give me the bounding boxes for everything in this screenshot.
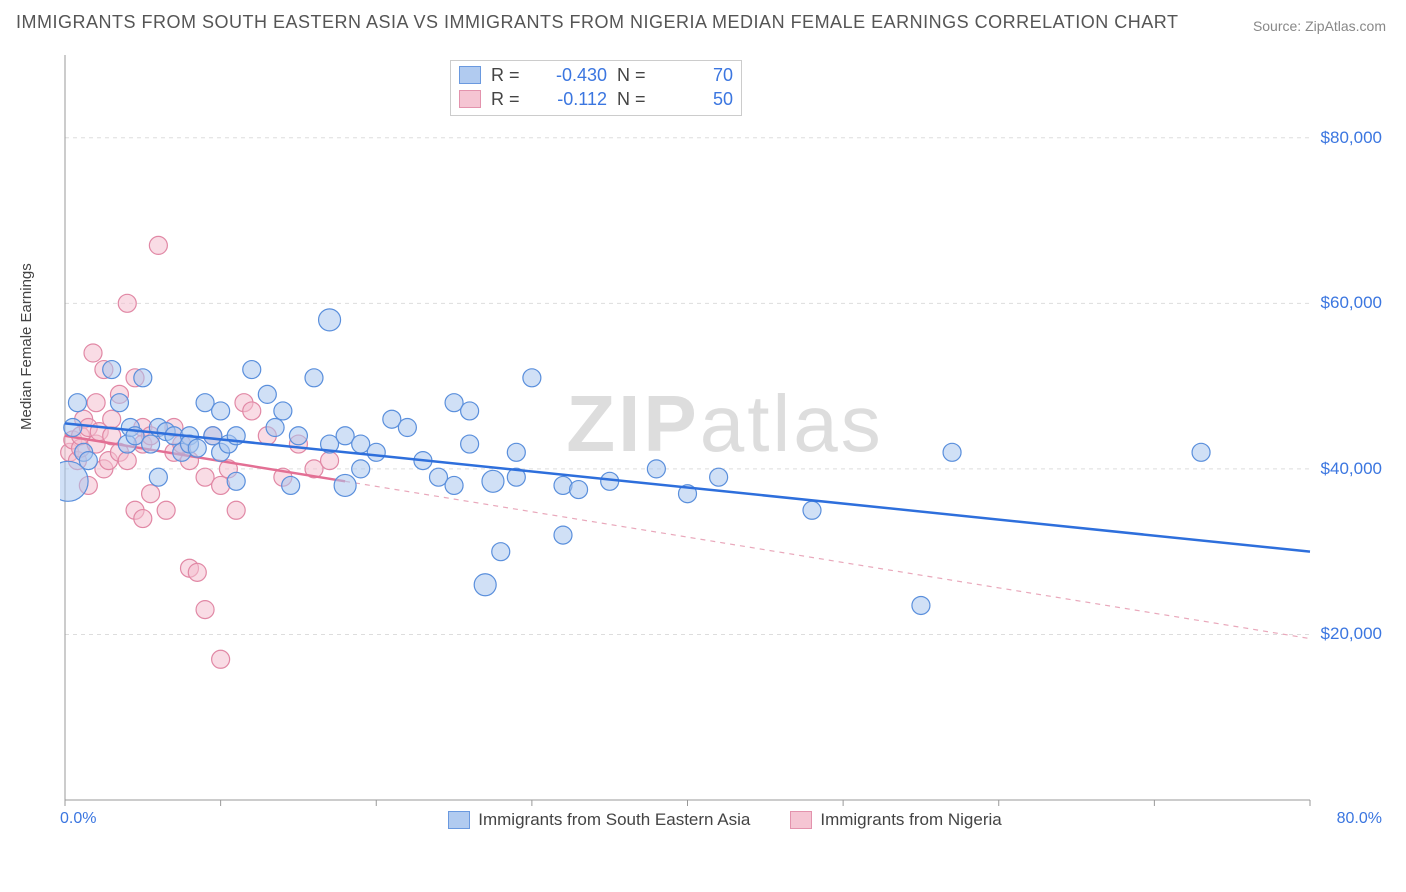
y-tick-label: $20,000 xyxy=(1321,624,1382,644)
legend-row-nigeria: R = -0.112 N = 50 xyxy=(459,87,733,111)
legend-row-seasia: R = -0.430 N = 70 xyxy=(459,63,733,87)
correlation-legend: R = -0.430 N = 70 R = -0.112 N = 50 xyxy=(450,60,742,116)
scatter-svg xyxy=(60,50,1390,830)
x-axis-start-label: 0.0% xyxy=(60,810,96,828)
source-link[interactable]: ZipAtlas.com xyxy=(1305,18,1386,34)
series-legend: Immigrants from South Eastern Asia Immig… xyxy=(60,810,1390,830)
y-axis-label: Median Female Earnings xyxy=(18,263,35,430)
r-label: R = xyxy=(491,87,527,111)
y-tick-label: $40,000 xyxy=(1321,459,1382,479)
r-label: R = xyxy=(491,63,527,87)
legend-label-nigeria: Immigrants from Nigeria xyxy=(820,810,1001,830)
n-label: N = xyxy=(617,87,653,111)
chart-container: IMMIGRANTS FROM SOUTH EASTERN ASIA VS IM… xyxy=(0,0,1406,892)
x-axis-end-label: 80.0% xyxy=(1337,810,1382,828)
legend-label-seasia: Immigrants from South Eastern Asia xyxy=(478,810,750,830)
source-attribution: Source: ZipAtlas.com xyxy=(1253,18,1386,34)
chart-title: IMMIGRANTS FROM SOUTH EASTERN ASIA VS IM… xyxy=(16,12,1178,33)
r-value-nigeria: -0.112 xyxy=(537,87,607,111)
n-value-seasia: 70 xyxy=(663,63,733,87)
swatch-nigeria xyxy=(790,811,812,829)
y-tick-label: $80,000 xyxy=(1321,128,1382,148)
plot-area: ZIPatlas R = -0.430 N = 70 R = -0.112 N … xyxy=(60,50,1390,830)
y-tick-label: $60,000 xyxy=(1321,293,1382,313)
n-value-nigeria: 50 xyxy=(663,87,733,111)
swatch-seasia xyxy=(448,811,470,829)
swatch-nigeria xyxy=(459,90,481,108)
r-value-seasia: -0.430 xyxy=(537,63,607,87)
swatch-seasia xyxy=(459,66,481,84)
n-label: N = xyxy=(617,63,653,87)
legend-item-nigeria: Immigrants from Nigeria xyxy=(790,810,1001,830)
legend-item-seasia: Immigrants from South Eastern Asia xyxy=(448,810,750,830)
source-label: Source: xyxy=(1253,18,1301,34)
